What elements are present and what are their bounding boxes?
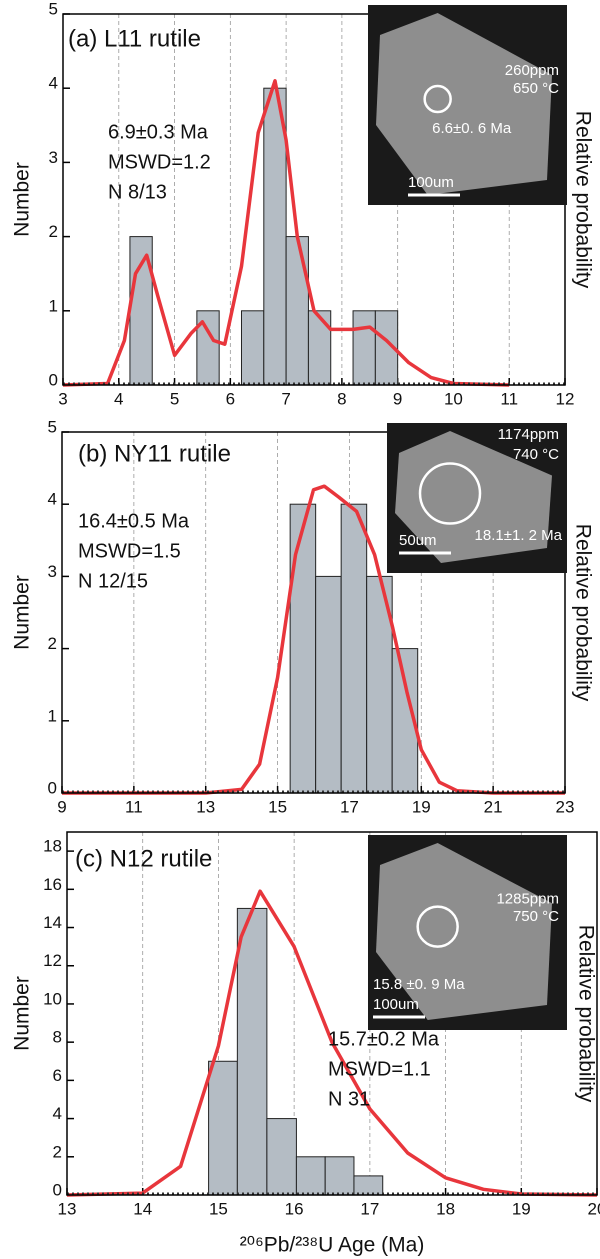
y-tick-label: 2	[48, 634, 57, 653]
y-tick-label: 2	[53, 1142, 62, 1161]
x-tick-label: 9	[57, 797, 66, 816]
annotation: MSWD=1.1	[328, 1058, 431, 1080]
annotation: 16.4±0.5 Ma	[78, 510, 190, 532]
x-tick-label: 9	[393, 389, 402, 408]
x-tick-label: 19	[512, 1199, 531, 1218]
bar	[209, 1061, 238, 1195]
y-tick-label: 1	[49, 296, 58, 315]
x-tick-label: 18	[436, 1199, 455, 1218]
x-tick-label: 21	[484, 797, 503, 816]
y2-axis-label: Relative probability	[574, 925, 597, 1103]
y-axis-label: Number	[11, 976, 34, 1051]
bar	[267, 1119, 297, 1195]
inset-label: 50um	[399, 532, 437, 549]
y-tick-label: 14	[43, 913, 62, 932]
y-tick-label: 4	[49, 74, 58, 93]
y-tick-label: 12	[43, 951, 62, 970]
x-tick-label: 20	[588, 1199, 600, 1218]
inset-label: 260ppm	[505, 62, 559, 79]
x-tick-label: 16	[285, 1199, 304, 1218]
x-tick-label: 5	[170, 389, 179, 408]
bar	[325, 1157, 354, 1195]
x-tick-label: 17	[340, 797, 359, 816]
figure: 3456789101112012345260ppm650 °C6.6±0. 6 …	[0, 0, 600, 1259]
y-tick-label: 18	[43, 837, 62, 856]
inset-label: 650 °C	[513, 80, 559, 97]
inset-label: 1285ppm	[496, 890, 559, 907]
bar	[353, 311, 375, 385]
y-tick-label: 0	[49, 370, 58, 389]
x-tick-label: 11	[500, 389, 518, 408]
y-tick-label: 5	[49, 0, 58, 18]
y-tick-label: 4	[48, 490, 57, 509]
inset-label: 740 °C	[513, 446, 559, 463]
bar	[308, 311, 330, 385]
annotation: N 8/13	[108, 181, 167, 203]
panel-title: (c) N12 rutile	[75, 845, 212, 872]
inset-label: 15.8 ±0. 9 Ma	[373, 976, 465, 993]
y2-axis-label: Relative probability	[571, 111, 594, 289]
annotation: 15.7±0.2 Ma	[328, 1028, 440, 1050]
panel-title: (a) L11 rutile	[68, 25, 201, 52]
x-tick-label: 15	[268, 797, 287, 816]
x-tick-label: 11	[125, 797, 143, 816]
bar	[296, 1157, 325, 1195]
y-tick-label: 5	[48, 417, 57, 436]
bar	[264, 88, 286, 385]
y-tick-label: 3	[49, 148, 58, 167]
x-tick-label: 10	[444, 389, 463, 408]
x-tick-label: 7	[281, 389, 290, 408]
y-axis-label: Number	[11, 162, 34, 237]
y-tick-label: 0	[48, 778, 57, 797]
bar	[286, 237, 308, 385]
x-tick-label: 12	[556, 389, 575, 408]
inset-label: 100um	[373, 996, 419, 1013]
x-tick-label: 4	[114, 389, 123, 408]
x-tick-label: 14	[133, 1199, 152, 1218]
y-tick-label: 16	[43, 875, 62, 894]
y-tick-label: 6	[53, 1066, 62, 1085]
annotation: N 31	[328, 1088, 370, 1110]
bar	[290, 504, 316, 793]
annotation: MSWD=1.2	[108, 151, 211, 173]
x-axis-label: ²⁰⁶Pb/²³⁸U Age (Ma)	[240, 1234, 425, 1257]
x-tick-label: 13	[58, 1199, 77, 1218]
x-tick-label: 13	[196, 797, 215, 816]
y-tick-label: 8	[53, 1028, 62, 1047]
bar	[316, 576, 342, 793]
bar	[354, 1176, 383, 1195]
y-tick-label: 0	[53, 1180, 62, 1199]
inset-label: 750 °C	[513, 908, 559, 925]
annotation: N 12/15	[78, 570, 148, 592]
x-tick-label: 19	[412, 797, 431, 816]
x-tick-label: 15	[209, 1199, 228, 1218]
bar	[341, 504, 367, 793]
inset-label: 6.6±0. 6 Ma	[432, 120, 512, 137]
bar	[241, 311, 263, 385]
panel-title: (b) NY11 rutile	[78, 440, 231, 467]
x-tick-label: 6	[226, 389, 235, 408]
y-tick-label: 1	[48, 706, 57, 725]
y2-axis-label: Relative probability	[571, 524, 594, 702]
inset-label: 1174ppm	[498, 426, 559, 443]
x-tick-label: 8	[337, 389, 346, 408]
bar	[237, 908, 267, 1195]
x-tick-label: 3	[58, 389, 67, 408]
annotation: 6.9±0.3 Ma	[108, 121, 209, 143]
inset-label: 100um	[408, 174, 454, 191]
y-tick-label: 2	[49, 222, 58, 241]
annotation: MSWD=1.5	[78, 540, 181, 562]
x-tick-label: 23	[556, 797, 575, 816]
y-tick-label: 4	[53, 1104, 62, 1123]
y-axis-label: Number	[11, 575, 34, 650]
y-tick-label: 10	[43, 989, 62, 1008]
inset-label: 18.1±1. 2 Ma	[475, 527, 563, 544]
x-tick-label: 17	[360, 1199, 379, 1218]
y-tick-label: 3	[48, 562, 57, 581]
